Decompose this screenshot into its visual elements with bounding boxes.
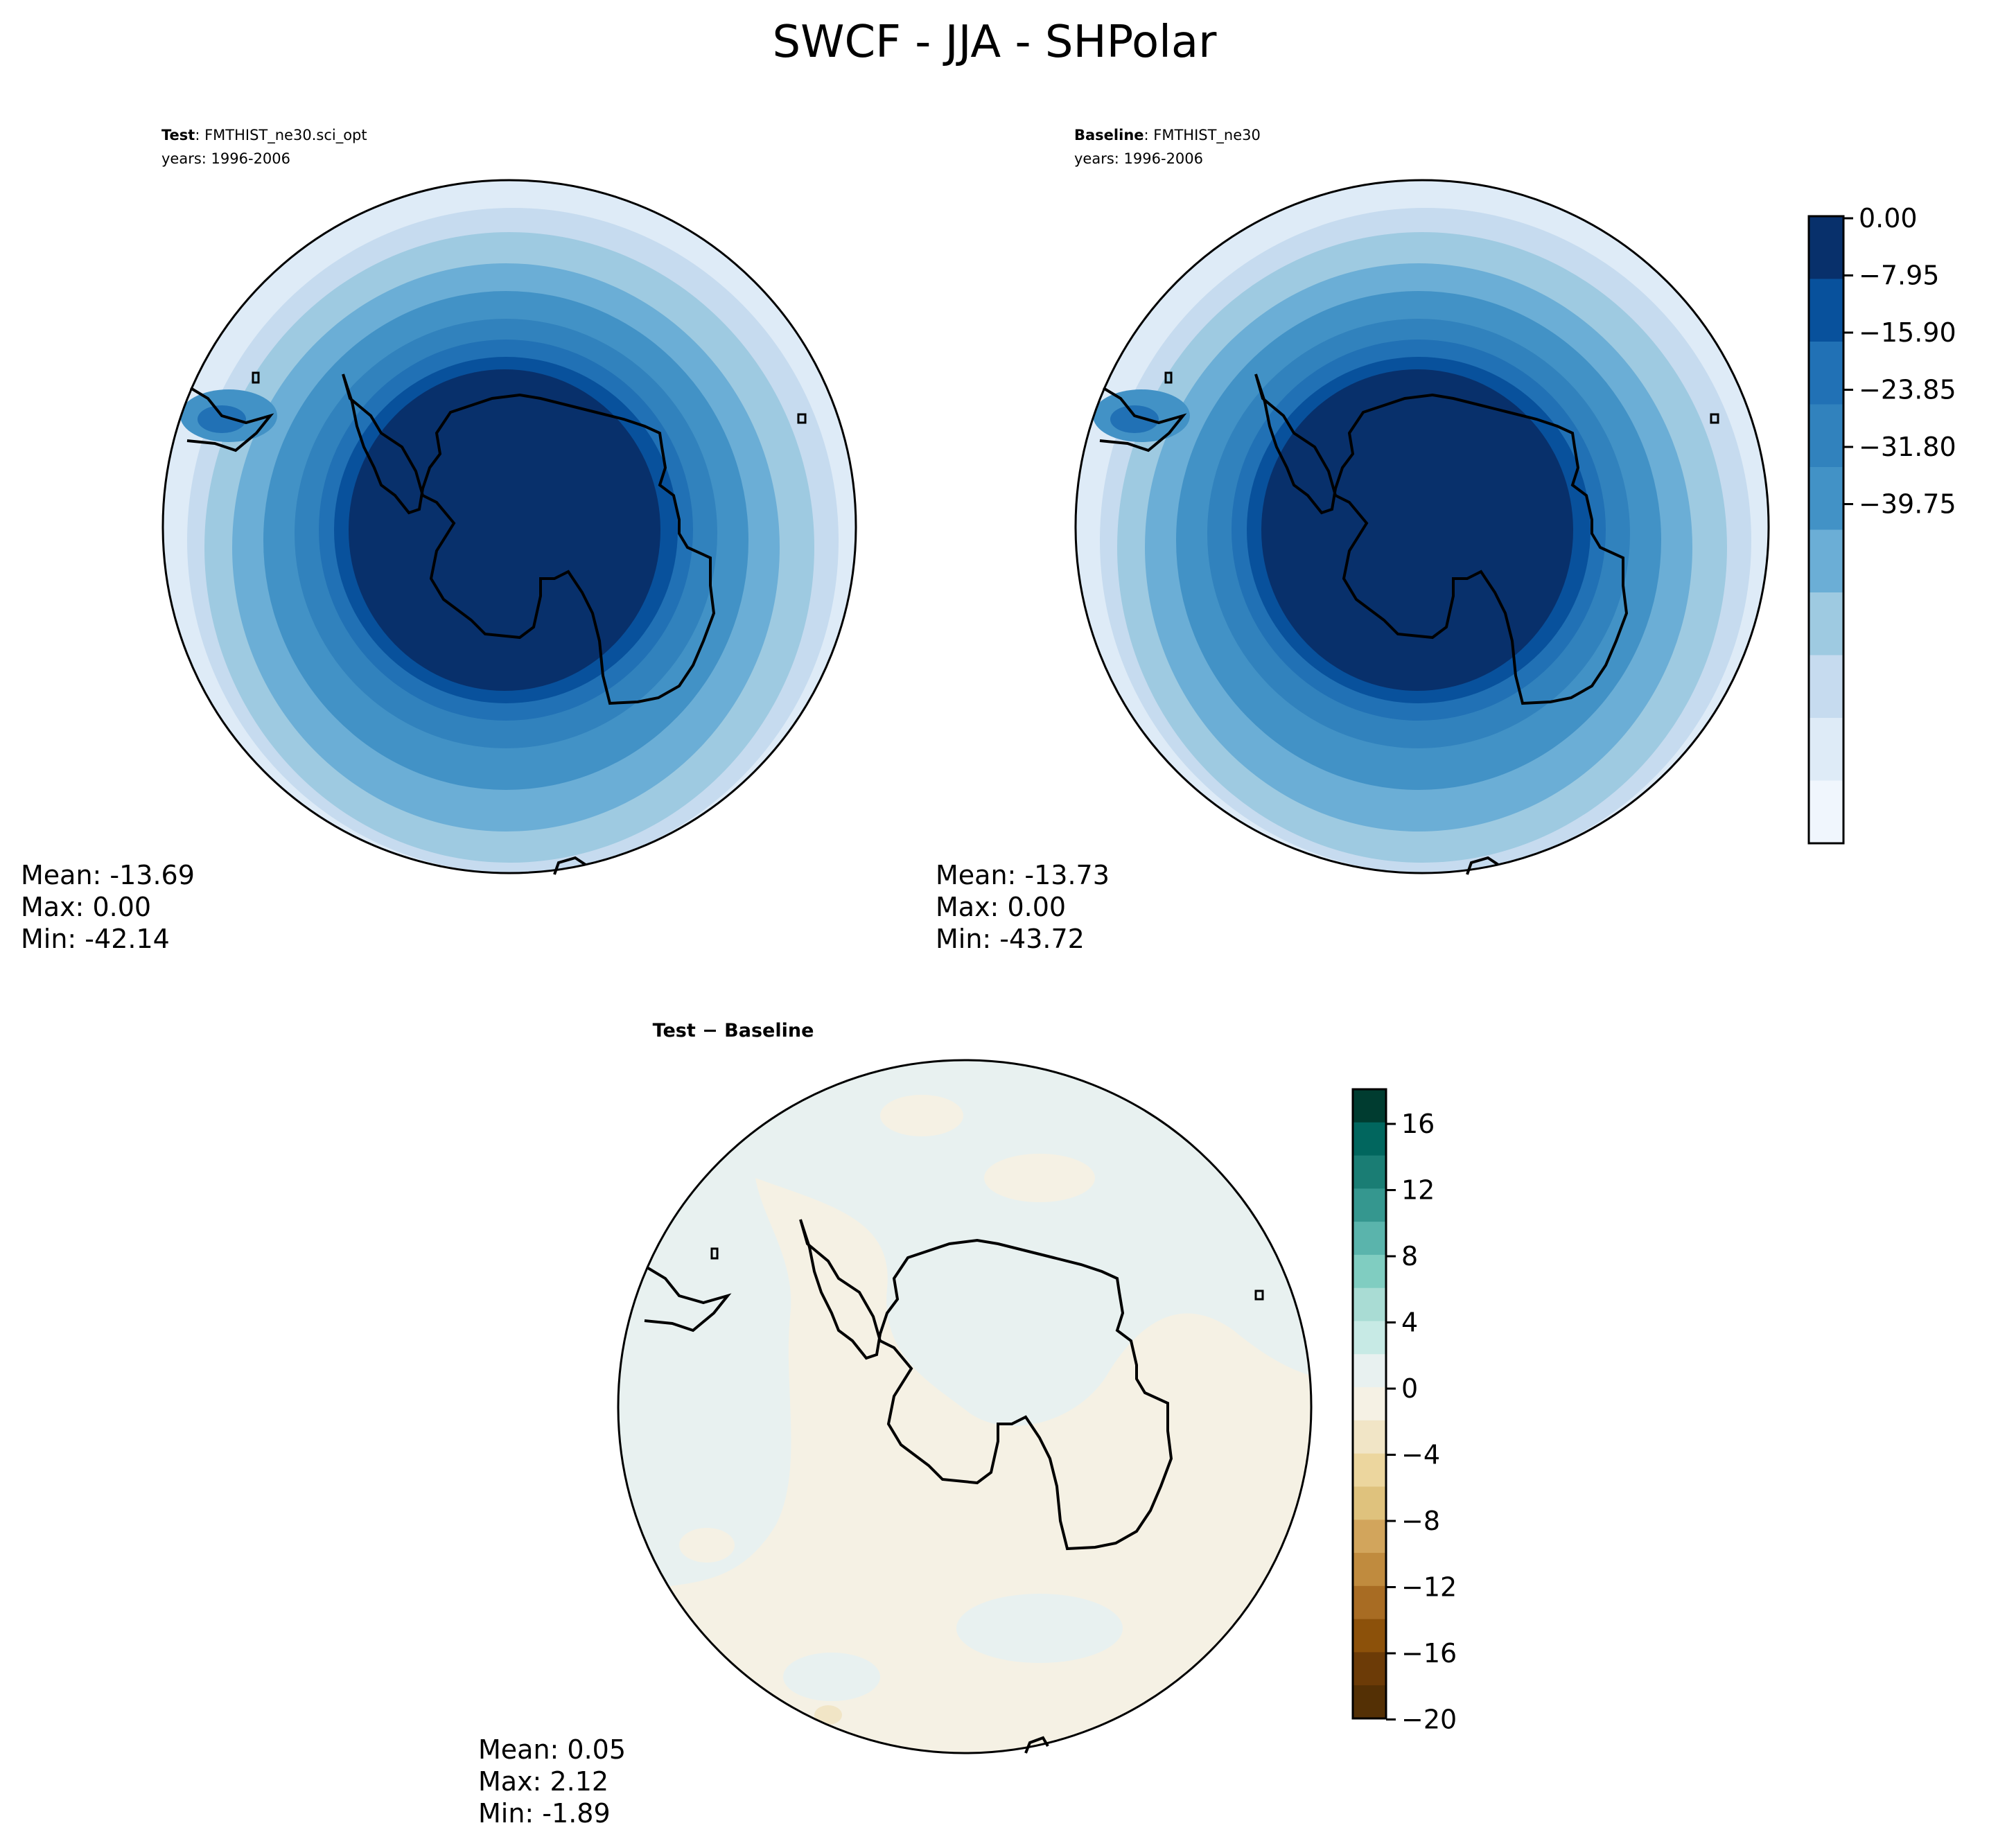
test-stat-mean: Mean: -13.69 (21, 860, 195, 890)
baseline-map (1076, 180, 1769, 873)
baseline-label-text: : FMTHIST_ne30 (1144, 127, 1261, 144)
diff-colorbar-tick-label: −12 (1401, 1572, 1457, 1603)
diff-map (618, 1060, 1311, 1753)
diff-colorbar-swatch (1353, 1188, 1386, 1222)
main-colorbar: 0.00 −7.95 −15.90 −23.85 −31.80 −39.75 (1807, 203, 1956, 845)
main-colorbar-swatch (1809, 279, 1843, 342)
baseline-island-kerguelen (1710, 413, 1719, 424)
baseline-south-america-coastline (1099, 387, 1187, 452)
test-stat-max: Max: 0.00 (21, 892, 151, 922)
diff-stat-min: Min: -1.89 (478, 1798, 611, 1829)
test-island-kerguelen (797, 413, 807, 424)
test-years: years: 1996-2006 (161, 150, 290, 167)
diff-island-kerguelen (1254, 1290, 1264, 1301)
main-colorbar-frame (1807, 215, 1845, 845)
diff-colorbar-swatch (1353, 1155, 1386, 1189)
main-colorbar-swatch (1809, 655, 1843, 719)
main-colorbar-swatch (1809, 467, 1843, 530)
main-colorbar-tick-label: −39.75 (1859, 489, 1956, 520)
diff-colorbar-tick-label: −4 (1401, 1440, 1440, 1470)
figure-title: SWCF - JJA - SHPolar (773, 17, 1218, 68)
diff-colorbar-swatch (1353, 1287, 1386, 1322)
diff-south-america-coastline (644, 1267, 732, 1332)
test-label-text: : FMTHIST_ne30.sci_opt (195, 127, 367, 144)
panel-baseline: Baseline: FMTHIST_ne30 years: 1996-2006 … (936, 127, 1770, 954)
test-island-falklands (252, 371, 260, 384)
baseline-stat-max: Max: 0.00 (936, 892, 1066, 922)
baseline-africa-coastline (1466, 856, 1500, 875)
main-colorbar-tick-label: −15.90 (1859, 317, 1956, 348)
test-south-america-coastline (186, 387, 274, 452)
main-colorbar-swatch (1809, 216, 1843, 279)
diff-stat-mean: Mean: 0.05 (478, 1734, 626, 1765)
diff-colorbar-tick-label: 8 (1401, 1241, 1418, 1271)
diff-colorbar-swatch (1353, 1685, 1386, 1719)
diff-colorbar-swatch (1353, 1453, 1386, 1487)
diff-colorbar-swatch (1353, 1553, 1386, 1587)
main-colorbar-swatch (1809, 780, 1843, 844)
diff-colorbar-tick-label: 0 (1401, 1373, 1418, 1404)
diff-title: Test − Baseline (653, 1020, 814, 1041)
main-colorbar-swatch (1809, 718, 1843, 781)
diff-colorbar-swatch (1353, 1254, 1386, 1289)
diff-colorbar-tick-label: −8 (1401, 1506, 1440, 1536)
diff-colorbar-swatch (1353, 1619, 1386, 1653)
diff-colorbar-swatch (1353, 1122, 1386, 1156)
baseline-years: years: 1996-2006 (1074, 150, 1203, 167)
main-colorbar-swatch (1809, 592, 1843, 655)
test-map (163, 180, 856, 873)
baseline-label: Baseline: FMTHIST_ne30 (1074, 127, 1261, 144)
test-label: Test: FMTHIST_ne30.sci_opt (161, 127, 367, 144)
main-colorbar-swatch (1809, 529, 1843, 593)
diff-colorbar-tick-label: −16 (1401, 1638, 1457, 1669)
diff-island-falklands (710, 1247, 719, 1260)
test-africa-coastline (553, 856, 587, 875)
diff-colorbar-swatch (1353, 1420, 1386, 1454)
panel-diff: Test − Baseline Mean: 0.05 Max: 2.12 Min… (478, 1020, 1313, 1829)
diff-colorbar-tick-label: −20 (1401, 1705, 1457, 1735)
diff-colorbar: 16 12 8 4 0 −4 −8 −12 −16 −20 (1351, 1088, 1457, 1735)
baseline-map-boundary (1074, 179, 1770, 874)
main-colorbar-tick-label: −23.85 (1859, 375, 1956, 405)
diff-colorbar-swatch (1353, 1222, 1386, 1256)
test-map-boundary (161, 179, 857, 874)
diff-colorbar-swatch (1353, 1089, 1386, 1123)
diff-colorbar-swatch (1353, 1652, 1386, 1686)
diff-colorbar-swatch (1353, 1387, 1386, 1421)
diff-colorbar-tick-label: 4 (1401, 1308, 1418, 1338)
test-label-bold: Test (161, 127, 195, 143)
diff-colorbar-swatch (1353, 1520, 1386, 1554)
diff-map-boundary (617, 1059, 1313, 1754)
baseline-stat-min: Min: -43.72 (936, 924, 1085, 954)
baseline-stat-mean: Mean: -13.73 (936, 860, 1110, 890)
diff-colorbar-swatch (1353, 1321, 1386, 1355)
main-colorbar-swatch (1809, 404, 1843, 468)
main-colorbar-tick-label: −31.80 (1859, 432, 1956, 462)
diff-colorbar-tick-label: 12 (1401, 1175, 1435, 1206)
diff-colorbar-swatch (1353, 1585, 1386, 1620)
test-stat-min: Min: -42.14 (21, 924, 170, 954)
baseline-island-falklands (1164, 371, 1173, 384)
main-colorbar-tick-label: −7.95 (1859, 261, 1939, 291)
diff-stat-max: Max: 2.12 (478, 1766, 608, 1797)
diff-colorbar-tick-label: 16 (1401, 1109, 1435, 1139)
diff-colorbar-swatch (1353, 1354, 1386, 1388)
diff-colorbar-swatch (1353, 1486, 1386, 1520)
baseline-label-bold: Baseline (1074, 127, 1144, 143)
main-colorbar-swatch (1809, 342, 1843, 405)
panel-test: Test: FMTHIST_ne30.sci_opt years: 1996-2… (21, 127, 857, 954)
diff-colorbar-frame (1351, 1088, 1387, 1720)
main-colorbar-tick-label: 0.00 (1859, 203, 1918, 234)
